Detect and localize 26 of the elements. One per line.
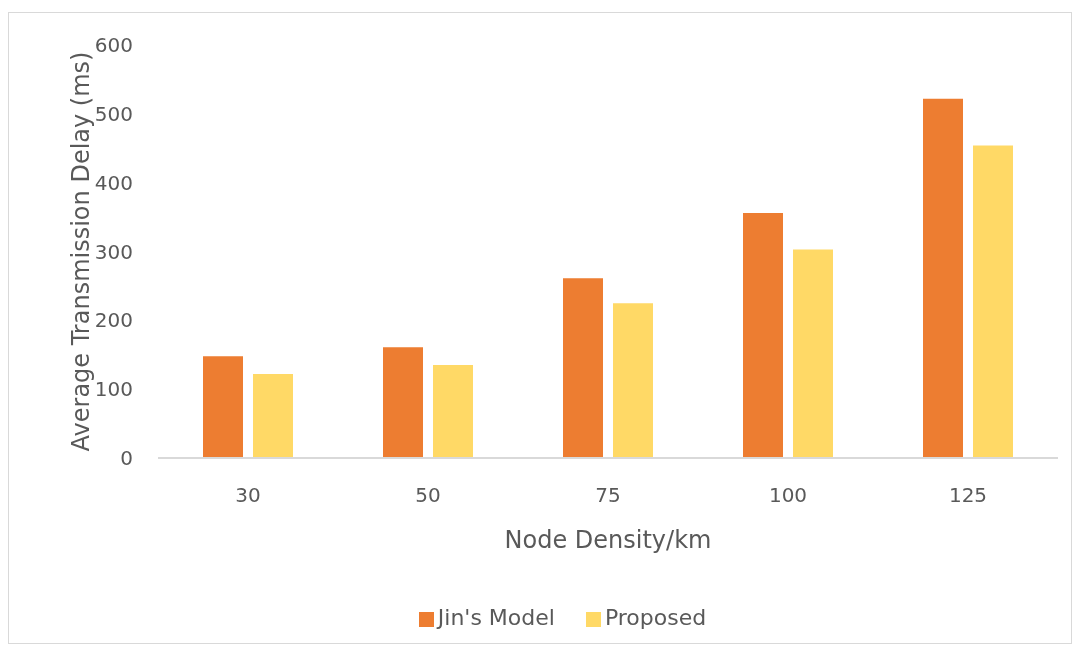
bar (433, 365, 473, 458)
y-tick-label: 300 (94, 239, 133, 264)
x-tick-label: 50 (415, 483, 441, 508)
bar (793, 249, 833, 458)
y-tick-label: 0 (120, 446, 133, 471)
x-tick-label: 100 (768, 483, 808, 508)
bar (973, 145, 1013, 458)
bar (203, 356, 243, 458)
x-tick-label: 75 (595, 483, 621, 508)
legend-label: Jin's Model (437, 605, 555, 630)
y-tick-label: 100 (94, 377, 133, 402)
x-tick-label: 30 (235, 483, 261, 508)
x-tick-label: 125 (948, 483, 988, 508)
bar (923, 98, 963, 458)
bar (253, 374, 293, 458)
y-tick-label: 200 (94, 308, 133, 333)
y-axis-title: Average Transmission Delay (ms) (66, 51, 95, 452)
bar (563, 278, 603, 458)
bar (613, 303, 653, 458)
y-tick-label: 500 (94, 101, 133, 126)
legend-label: Proposed (604, 605, 707, 630)
bar (743, 212, 783, 458)
y-tick-label: 400 (94, 170, 133, 195)
bar (383, 347, 423, 458)
y-tick-label: 600 (94, 33, 133, 58)
x-axis-title: Node Density/km (504, 526, 712, 554)
